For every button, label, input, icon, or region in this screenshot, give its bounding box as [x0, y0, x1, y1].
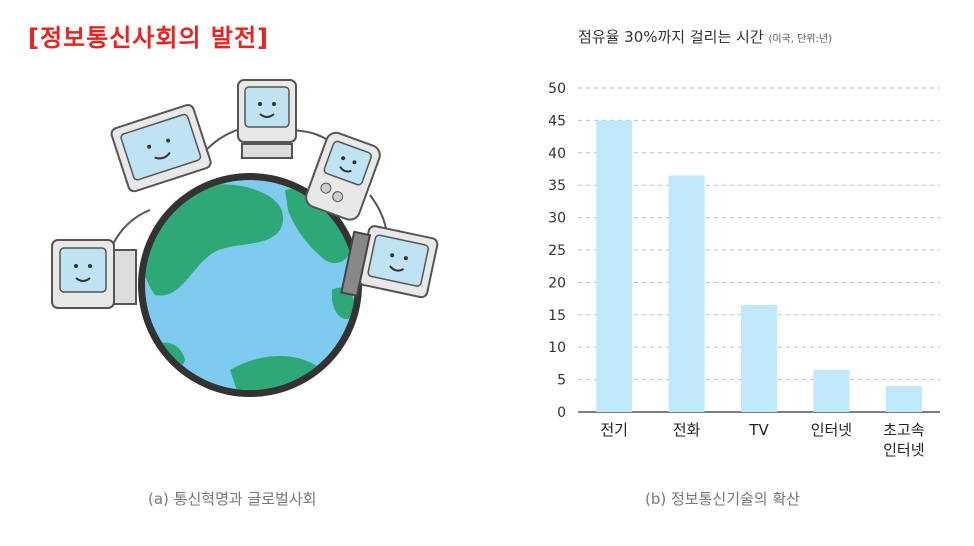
chart-title-text: 점유율 30%까지 걸리는 시간 [578, 28, 764, 46]
left-caption: (a) 통신혁명과 글로벌사회 [148, 490, 317, 508]
y-tick-label: 35 [548, 178, 566, 194]
bar-2 [741, 305, 777, 412]
x-tick-label: 초고속 인터넷 [883, 421, 925, 459]
y-tick-label: 20 [548, 275, 566, 291]
x-tick-label: TV [749, 421, 769, 439]
right-caption: (b) 정보통신기술의 확산 [645, 490, 800, 508]
monitor-icon [51, 239, 137, 309]
chart-title-note: (미국, 단위:년) [768, 34, 832, 45]
y-tick-label: 0 [557, 405, 566, 421]
y-tick-label: 5 [557, 373, 566, 389]
x-tick-label: 전화 [672, 421, 701, 439]
page-heading: [정보통신사회의 발전] [28, 24, 270, 52]
laptop-icon [110, 103, 212, 193]
phone-icon [305, 131, 381, 221]
x-tick-label: 인터넷 [810, 421, 853, 439]
bar-3 [813, 369, 850, 412]
chart-title: 점유율 30%까지 걸리는 시간 (미국, 단위:년) [578, 26, 832, 47]
y-tick-label: 45 [548, 113, 566, 129]
laptop-right-icon [340, 225, 439, 299]
globe-illustration [51, 79, 439, 397]
y-tick-label: 40 [548, 146, 566, 162]
bar-1 [668, 175, 705, 412]
y-tick-label: 25 [548, 243, 566, 259]
globe-icon [138, 173, 362, 397]
desktop-computer-icon [237, 79, 297, 159]
bar-0 [596, 120, 633, 413]
bar-4 [885, 386, 922, 412]
bar-chart: 0 5 10 15 20 25 30 35 40 45 50 [548, 81, 940, 421]
y-tick-label: 15 [548, 308, 566, 324]
y-tick-label: 50 [548, 81, 566, 97]
y-tick-label: 30 [548, 211, 566, 227]
y-tick-label: 10 [548, 340, 566, 356]
x-tick-label: 전기 [600, 421, 628, 439]
